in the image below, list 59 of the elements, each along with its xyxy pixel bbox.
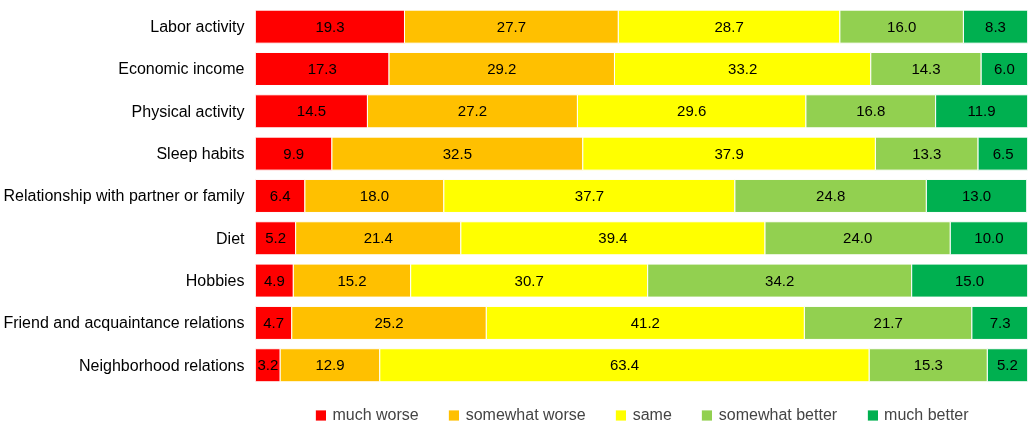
data-label: 9.9	[283, 144, 305, 162]
data-label: 19.3	[315, 17, 345, 35]
data-label: 4.7	[263, 313, 285, 331]
data-label: 3.2	[257, 356, 279, 374]
data-label: 5.2	[265, 229, 287, 247]
data-label: 6.5	[992, 144, 1014, 162]
data-label: 39.4	[598, 229, 628, 247]
data-label: 8.3	[985, 17, 1006, 35]
data-label: 13.0	[961, 186, 992, 204]
data-label: 33.2	[728, 59, 758, 77]
data-label: 17.3	[307, 59, 337, 77]
data-label: 7.3	[989, 313, 1011, 331]
data-label: 16.8	[856, 102, 886, 120]
data-label: 30.7	[514, 271, 544, 289]
data-label: 11.9	[967, 102, 996, 120]
data-label: 21.7	[873, 313, 903, 331]
data-label: 37.9	[714, 144, 744, 162]
data-label: 18.0	[359, 186, 389, 204]
y-tick-label: Hobbies	[185, 272, 245, 290]
data-label: 27.2	[457, 102, 488, 120]
data-label: 15.2	[337, 271, 367, 289]
y-tick-label: Neighborhood relations	[79, 356, 245, 374]
data-label: 63.4	[609, 356, 640, 374]
data-label: 32.5	[442, 144, 472, 162]
data-label: 34.2	[765, 271, 795, 289]
legend-label: somewhat better	[718, 406, 838, 424]
y-tick-label: Friend and acquaintance relations	[3, 314, 245, 332]
data-label: 21.4	[363, 229, 393, 247]
legend-label: somewhat worse	[465, 406, 586, 424]
data-label: 24.0	[843, 229, 873, 247]
y-tick-label: Sleep habits	[156, 145, 245, 163]
data-label: 29.2	[487, 59, 517, 77]
data-label: 24.8	[816, 186, 846, 204]
data-label: 6.0	[993, 59, 1015, 77]
y-tick-label: Relationship with partner or family	[3, 187, 245, 205]
legend-label: same	[632, 406, 672, 424]
legend-label: much better	[884, 406, 969, 424]
data-label: 4.9	[263, 271, 285, 289]
data-label: 29.6	[677, 102, 707, 120]
y-tick-label: Physical activity	[131, 102, 245, 120]
data-label: 10.0	[974, 229, 1004, 247]
data-label: 37.7	[574, 186, 604, 204]
data-label: 15.3	[913, 356, 943, 374]
data-label: 6.4	[269, 186, 291, 204]
data-label: 12.9	[315, 356, 345, 374]
data-label: 15.0	[955, 271, 985, 289]
y-tick-label: Diet	[216, 229, 246, 247]
data-label: 13.3	[912, 144, 942, 162]
data-label: 5.2	[997, 356, 1018, 374]
y-tick-label: Labor activity	[150, 18, 245, 36]
data-label: 14.3	[911, 59, 941, 77]
y-tick-label: Economic income	[118, 60, 245, 78]
data-label: 25.2	[374, 313, 404, 331]
legend-label: much worse	[332, 406, 419, 424]
data-label: 28.7	[714, 17, 744, 35]
data-label: 14.5	[296, 102, 327, 120]
data-label: 16.0	[887, 17, 917, 35]
data-label: 27.7	[496, 17, 527, 35]
data-label: 41.2	[630, 313, 660, 331]
